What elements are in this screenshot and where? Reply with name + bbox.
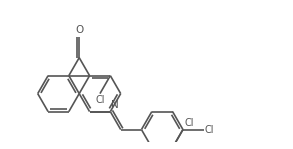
Text: Cl: Cl: [184, 118, 194, 128]
Text: Cl: Cl: [95, 95, 105, 105]
Text: O: O: [75, 25, 83, 35]
Text: Cl: Cl: [205, 125, 214, 135]
Text: N: N: [111, 100, 119, 110]
